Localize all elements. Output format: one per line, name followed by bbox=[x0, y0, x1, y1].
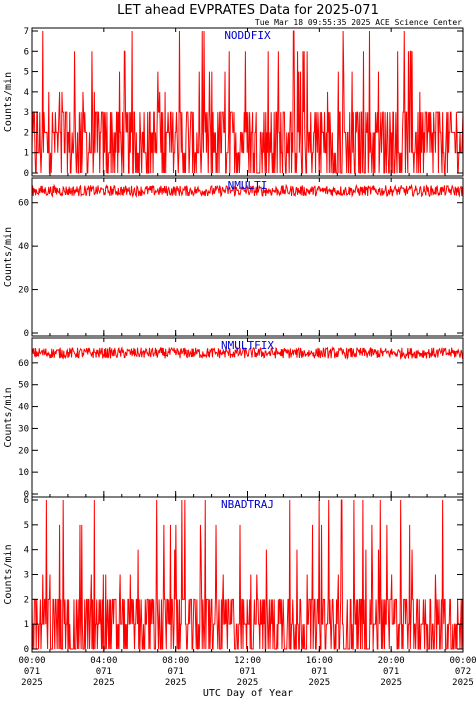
y-tick-label: 0 bbox=[24, 490, 29, 500]
y-tick-label: 20 bbox=[18, 446, 29, 456]
x-tick-doy: 071 bbox=[96, 667, 112, 677]
x-tick-time: 20:00 bbox=[378, 656, 405, 666]
x-tick-year: 2025 bbox=[93, 678, 115, 688]
y-tick-label: 2 bbox=[24, 595, 29, 605]
x-tick-time: 12:00 bbox=[234, 656, 261, 666]
x-tick-year: 2025 bbox=[165, 678, 187, 688]
panel-label: NMULTI bbox=[228, 179, 268, 192]
x-tick-year: 2025 bbox=[21, 678, 43, 688]
series-line-nmulti bbox=[31, 183, 464, 198]
x-tick-year: 2025 bbox=[237, 678, 259, 688]
series-line-noddfix bbox=[31, 30, 464, 174]
x-tick-doy: 071 bbox=[168, 667, 184, 677]
y-tick-label: 3 bbox=[24, 571, 29, 581]
y-tick-label: 4 bbox=[24, 546, 29, 556]
x-axis-label: UTC Day of Year bbox=[203, 688, 293, 699]
x-tick-year: 2025 bbox=[308, 678, 330, 688]
panel-label: NODDFIX bbox=[224, 29, 271, 42]
y-tick-label: 0 bbox=[24, 329, 29, 339]
y-axis-label: Counts/min bbox=[3, 72, 14, 132]
y-axis-label: Counts/min bbox=[3, 544, 14, 604]
y-tick-label: 3 bbox=[24, 108, 29, 118]
x-tick-time: 04:00 bbox=[90, 656, 117, 666]
x-tick-doy: 071 bbox=[383, 667, 399, 677]
x-tick-time: 00:00 bbox=[18, 656, 45, 666]
x-tick-doy: 071 bbox=[24, 667, 40, 677]
y-tick-label: 60 bbox=[18, 359, 29, 369]
x-tick-time: 16:00 bbox=[306, 656, 333, 666]
y-tick-label: 6 bbox=[24, 47, 29, 57]
x-tick-doy: 071 bbox=[311, 667, 327, 677]
y-axis-label: Counts/min bbox=[3, 387, 14, 447]
x-tick-time: 00:00 bbox=[449, 656, 476, 666]
x-tick-doy: 072 bbox=[455, 667, 471, 677]
x-tick-year: 2025 bbox=[380, 678, 402, 688]
y-tick-label: 10 bbox=[18, 468, 29, 478]
y-tick-label: 4 bbox=[24, 88, 29, 98]
panels-group: 01234567Counts/minNODDFIX0204060Counts/m… bbox=[3, 27, 464, 655]
y-tick-label: 1 bbox=[24, 149, 29, 159]
panel-frame bbox=[31, 177, 464, 337]
panel-label: NMULTFIX bbox=[221, 339, 274, 352]
y-tick-label: 5 bbox=[24, 68, 29, 78]
y-tick-label: 1 bbox=[24, 620, 29, 630]
y-tick-label: 20 bbox=[18, 286, 29, 296]
y-tick-label: 2 bbox=[24, 128, 29, 138]
x-tick-year: 2025 bbox=[452, 678, 474, 688]
series-line-nmultfix bbox=[31, 346, 464, 361]
y-tick-label: 40 bbox=[18, 242, 29, 252]
y-tick-label: 30 bbox=[18, 424, 29, 434]
panel-nbadtraj: 0 1 2 3 4 5 6 Counts/min NBADTRAJ bbox=[3, 496, 464, 655]
y-tick-label: 40 bbox=[18, 403, 29, 413]
panel-nmulti: 0 20 40 60 Counts/min NMULTI bbox=[3, 177, 464, 339]
x-tick-doy: 071 bbox=[239, 667, 255, 677]
y-tick-label: 7 bbox=[24, 27, 29, 37]
x-tick-time: 08:00 bbox=[162, 656, 189, 666]
y-tick-label: 5 bbox=[24, 521, 29, 531]
panel-label: NBADTRAJ bbox=[221, 498, 274, 511]
y-tick-label: 0 bbox=[24, 645, 29, 655]
y-axis-label: Counts/min bbox=[3, 227, 14, 287]
y-tick-label: 60 bbox=[18, 199, 29, 209]
panel-frame bbox=[31, 337, 464, 498]
chart-title: LET ahead EVPRATES Data for 2025-071 bbox=[117, 3, 379, 18]
y-tick-label: 0 bbox=[24, 169, 29, 179]
panel-nmultfix: 0 10 20 30 40 50 60 Counts/min NMULTFIX bbox=[3, 337, 464, 500]
y-tick-label: 50 bbox=[18, 381, 29, 391]
y-tick-label: 6 bbox=[24, 496, 29, 506]
series-line-nbadtraj bbox=[31, 499, 464, 650]
panel-noddfix: 0 1 2 3 4 5 6 7 Counts/min NODDFIX bbox=[3, 27, 464, 179]
x-axis: 00:00071202504:00071202508:00071202512:0… bbox=[18, 28, 476, 688]
chart-timestamp: Tue Mar 18 09:55:35 2025 ACE Science Cen… bbox=[255, 18, 462, 27]
